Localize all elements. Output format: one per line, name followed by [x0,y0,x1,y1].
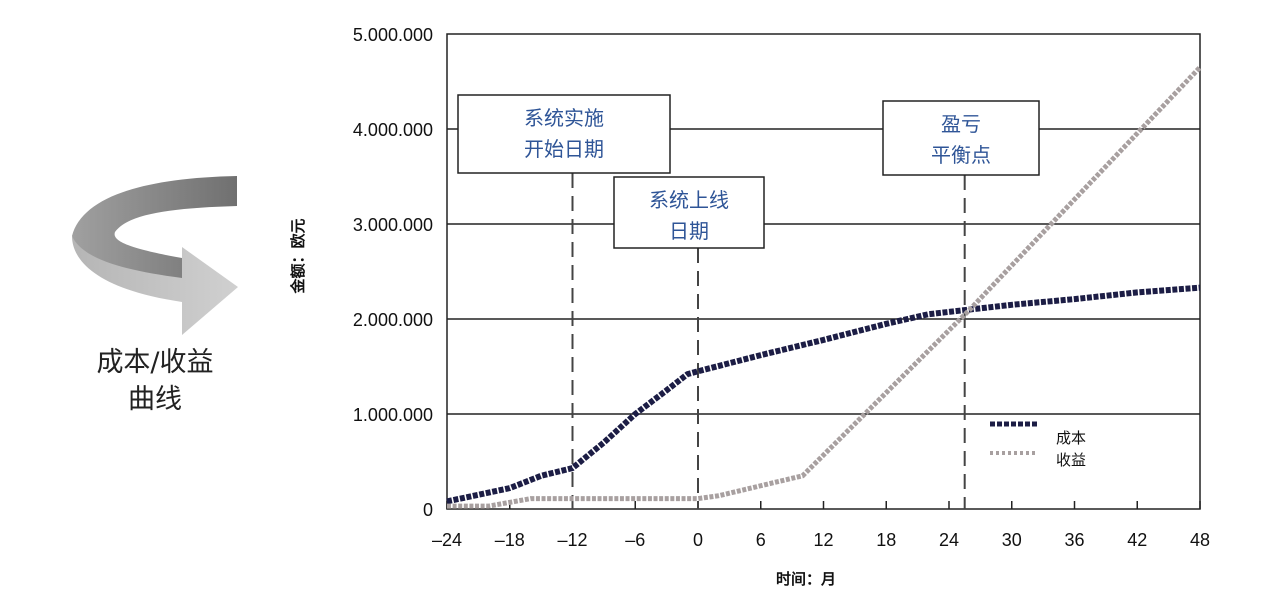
side-title-line2: 曲线 [128,384,182,415]
x-tick-label: 42 [1127,530,1147,550]
annotation-lines [571,173,966,509]
side-title: 成本/收益 曲线 [80,344,230,418]
y-tick-label: 3.000.000 [353,215,433,235]
y-tick-label: 0 [423,500,433,520]
x-tick-label: –12 [557,530,587,550]
y-tick-label: 1.000.000 [353,405,433,425]
y-axis-label: 金额：欧元 [289,218,307,294]
x-tick-label: –6 [625,530,645,550]
x-tick-label: 24 [939,530,959,550]
legend-revenue-label: 收益 [1056,451,1086,469]
curved-arrow-icon [72,176,238,335]
annotation-box [613,176,765,249]
legend-cost-label: 成本 [1056,429,1086,447]
annotation-text: 系统实施 [524,106,604,130]
annotation-box [457,94,671,174]
x-axis-label: 时间：月 [776,570,836,588]
annotation-text: 开始日期 [524,137,604,161]
y-tick-labels: 0 1.000.000 2.000.000 3.000.000 4.000.000 5.0… [353,25,433,520]
x-tick-label: 48 [1190,530,1210,550]
x-tick-label: 0 [693,530,703,550]
annotation-text: 系统上线 [649,188,729,212]
x-tick-label: –24 [432,530,462,550]
x-tick-label: 30 [1002,530,1022,550]
y-tick-label: 2.000.000 [353,310,433,330]
legend: 成本 收益 [990,421,1086,469]
series-line-revenue [447,65,1202,509]
x-tick-label: 18 [876,530,896,550]
annotation-box [882,100,1040,176]
side-title-line1: 成本/收益 [96,347,214,378]
annotation-text: 日期 [669,219,709,243]
y-tick-label: 4.000.000 [353,120,433,140]
x-tick-label: –18 [495,530,525,550]
series-line-cost [446,284,1201,505]
y-tick-label: 5.000.000 [353,25,433,45]
x-tick-label: 12 [813,530,833,550]
x-tick-label: 6 [756,530,766,550]
x-tick-label: 36 [1064,530,1084,550]
series [446,65,1202,509]
annotation-text: 平衡点 [931,143,991,167]
annotation-text: 盈亏 [941,112,981,136]
